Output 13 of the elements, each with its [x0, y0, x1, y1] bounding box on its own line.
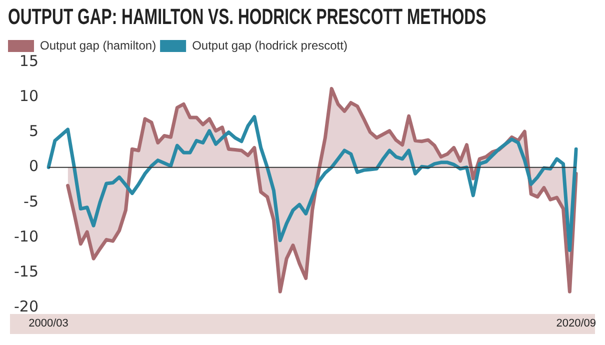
y-tick-label: 5: [28, 122, 38, 140]
x-tick-label: 2020/09: [556, 317, 596, 330]
legend-label: Output gap (hodrick prescott): [192, 38, 348, 52]
y-tick-label: -5: [24, 192, 38, 210]
y-tick-label: 0: [28, 157, 38, 176]
y-tick-label: 15: [19, 52, 38, 70]
legend-label: Output gap (hamilton): [40, 38, 156, 52]
chart-title: OUTPUT GAP: HAMILTON VS. HODRICK PRESCOTT METHODS: [8, 4, 486, 30]
y-tick-label: -10: [14, 227, 38, 246]
y-tick-label: 10: [19, 87, 38, 106]
x-tick-label: 2000/03: [28, 317, 68, 330]
y-tick-label: -15: [14, 262, 38, 281]
y-tick-label: -20: [14, 298, 38, 316]
